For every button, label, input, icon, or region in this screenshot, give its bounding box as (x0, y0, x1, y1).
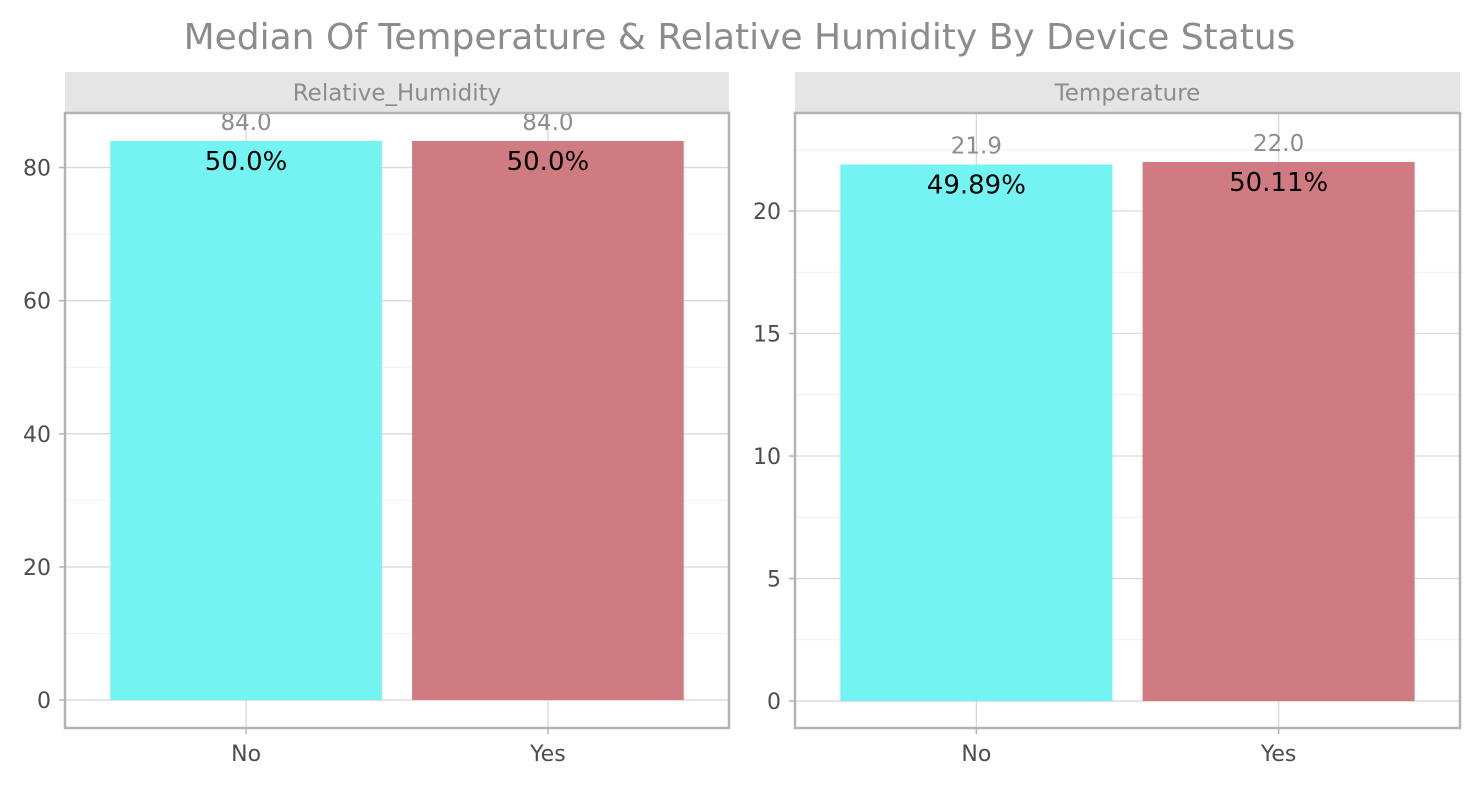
bar-percent-label: 50.0% (507, 147, 590, 177)
bar-value-label: 21.9 (951, 133, 1002, 159)
bar-percent-label: 50.0% (205, 147, 288, 177)
panel-border (63, 111, 731, 730)
y-tick-label: 5 (767, 568, 781, 593)
y-tick-label: 10 (753, 445, 781, 470)
y-tick-label: 15 (753, 323, 781, 348)
facet-panel-relative-humidity: Relative_Humidity 0 20 40 60 80 84.0 50.0% No 84.… (23, 72, 731, 767)
y-tick-label: 20 (23, 556, 51, 581)
y-tick-label: 0 (37, 689, 51, 714)
y-tick-label: 20 (753, 200, 781, 225)
bar-percent-label: 50.11% (1229, 168, 1328, 198)
y-tick-label: 40 (23, 423, 51, 448)
bar-value-label: 84.0 (522, 110, 573, 136)
x-tick-label: Yes (1260, 742, 1297, 767)
chart-title: Median Of Temperature & Relative Humidit… (184, 17, 1296, 58)
y-tick-label: 0 (767, 690, 781, 715)
y-tick-label: 80 (23, 157, 51, 182)
facet-strip-label: Relative_Humidity (293, 81, 502, 107)
bar-value-label: 22.0 (1253, 131, 1304, 157)
bar-percent-label: 49.89% (927, 170, 1026, 200)
facet-strip-label: Temperature (1054, 81, 1201, 107)
facet-strip (795, 72, 1460, 113)
facet-panel-temperature: Temperature 0 5 10 15 20 21.9 49.89% No 22.0 50.11… (753, 72, 1462, 767)
panel-border (793, 111, 1462, 730)
facet-strip (65, 72, 729, 113)
x-tick-label: Yes (529, 742, 566, 767)
x-tick-label: No (961, 742, 991, 767)
bar-value-label: 84.0 (220, 110, 271, 136)
bar-no (110, 140, 382, 701)
bar-yes (1142, 162, 1415, 702)
x-tick-label: No (231, 742, 261, 767)
facet-panels: Relative_Humidity 0 20 40 60 80 84.0 50.0% No 84.… (23, 72, 1462, 767)
bar-yes (412, 140, 684, 701)
y-tick-label: 60 (23, 290, 51, 315)
bar-no (840, 164, 1113, 702)
